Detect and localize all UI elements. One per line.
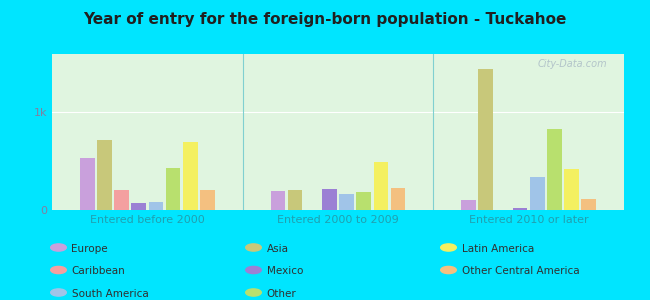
Bar [462,200,476,210]
Bar [131,203,146,210]
Text: Mexico: Mexico [266,266,303,277]
Bar [149,202,163,210]
Bar [114,190,129,210]
Text: Other Central America: Other Central America [462,266,579,277]
Text: Asia: Asia [266,244,289,254]
Bar [547,129,562,210]
Bar [183,142,198,210]
Bar [582,199,596,210]
Text: City-Data.com: City-Data.com [537,59,607,69]
Bar [478,69,493,210]
Bar [322,189,337,210]
Text: Europe: Europe [72,244,108,254]
Bar [166,168,180,210]
Bar [356,192,371,210]
Bar [270,191,285,210]
Text: Latin America: Latin America [462,244,534,254]
Bar [200,190,214,210]
Text: Caribbean: Caribbean [72,266,125,277]
Bar [80,158,94,210]
Text: South America: South America [72,289,148,299]
Bar [288,190,302,210]
Bar [564,169,579,210]
Bar [513,208,527,210]
Text: Other: Other [266,289,296,299]
Bar [391,188,406,210]
Bar [530,177,545,210]
Bar [97,140,112,210]
Bar [339,194,354,210]
Bar [374,162,388,210]
Text: Year of entry for the foreign-born population - Tuckahoe: Year of entry for the foreign-born popul… [83,12,567,27]
